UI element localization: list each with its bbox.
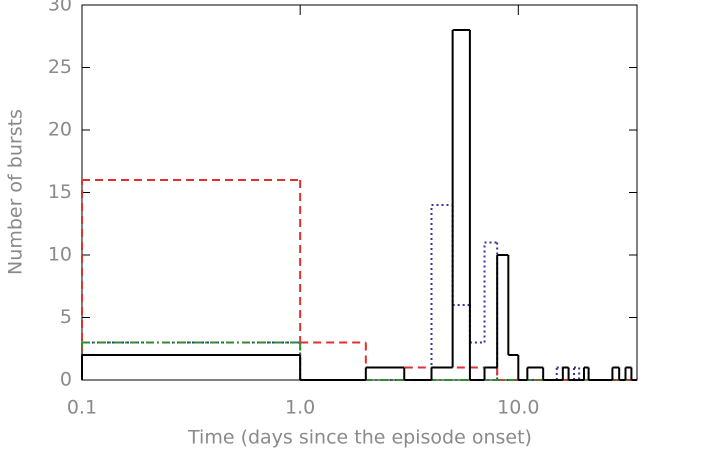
plot-frame <box>81 4 638 381</box>
y-tick-label: 10 <box>48 244 72 266</box>
y-tick-label: 0 <box>60 369 72 391</box>
x-tick-label: 10.0 <box>497 397 539 419</box>
y-tick-label: 25 <box>48 56 72 78</box>
y-tick-label: 15 <box>48 181 72 203</box>
y-axis-title: Number of bursts <box>5 109 27 275</box>
x-axis-title: Time (days since the episode onset) <box>187 427 532 449</box>
y-tick-label: 5 <box>60 306 72 328</box>
x-tick-label: 1.0 <box>285 397 315 419</box>
x-tick-label: 0.1 <box>67 397 97 419</box>
y-tick-label: 20 <box>48 119 72 141</box>
y-tick-label: 30 <box>48 0 72 16</box>
